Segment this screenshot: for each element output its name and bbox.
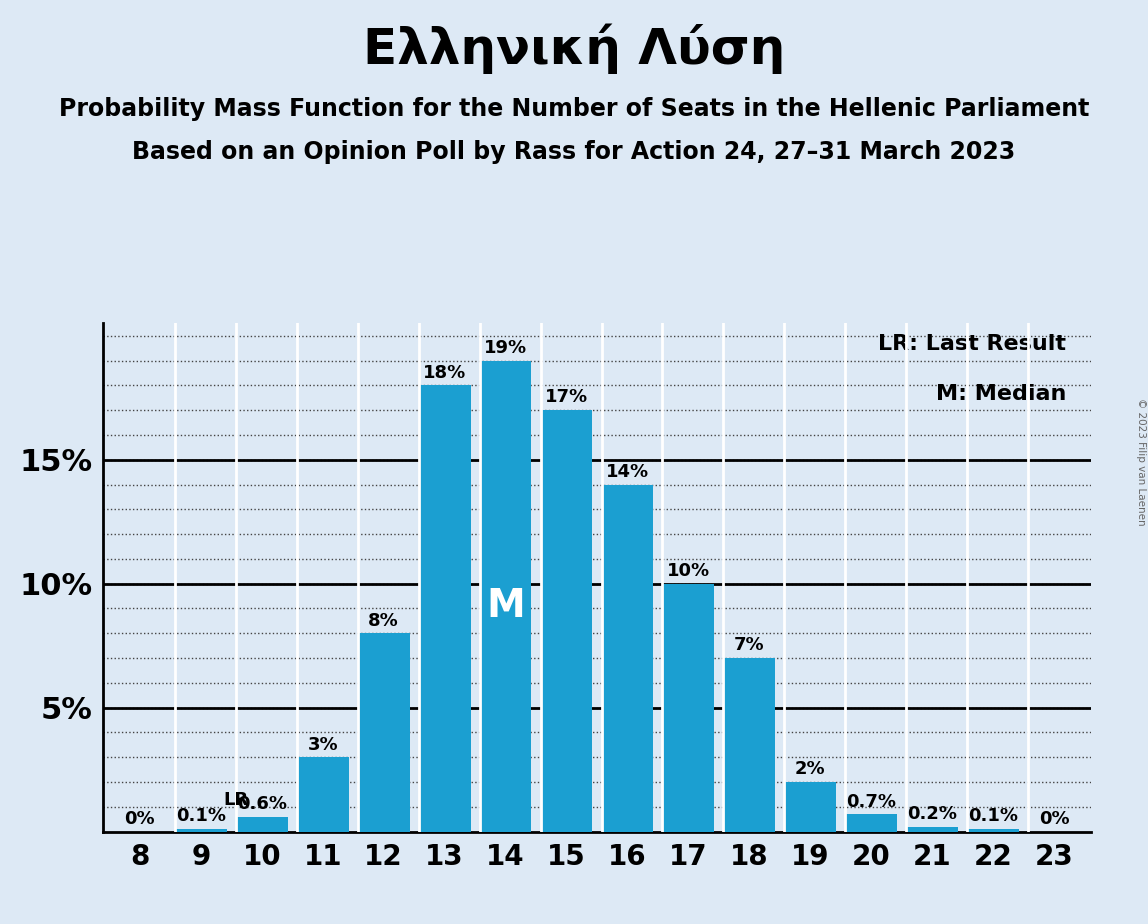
Text: Ελληνική Λύση: Ελληνική Λύση (363, 23, 785, 74)
Bar (906, 827, 959, 832)
Text: 3%: 3% (308, 736, 338, 753)
Bar (174, 829, 226, 832)
Bar (235, 817, 288, 832)
Text: LR: Last Result: LR: Last Result (878, 334, 1065, 354)
Text: Probability Mass Function for the Number of Seats in the Hellenic Parliament: Probability Mass Function for the Number… (59, 97, 1089, 121)
Bar (662, 584, 714, 832)
Bar (358, 633, 410, 832)
Bar (480, 360, 532, 832)
Text: 0.1%: 0.1% (968, 808, 1018, 825)
Bar (967, 829, 1019, 832)
Bar (723, 658, 775, 832)
Text: 18%: 18% (422, 364, 466, 382)
Bar (419, 385, 471, 832)
Text: 0.6%: 0.6% (236, 795, 287, 813)
Text: 0.1%: 0.1% (176, 808, 226, 825)
Bar (297, 758, 349, 832)
Bar (602, 484, 653, 832)
Text: 0.2%: 0.2% (907, 805, 957, 823)
Text: 19%: 19% (484, 339, 527, 357)
Bar (784, 782, 836, 832)
Text: 7%: 7% (734, 637, 765, 654)
Text: 0%: 0% (1039, 809, 1069, 828)
Text: LR: LR (224, 791, 249, 809)
Text: M: Median: M: Median (936, 384, 1065, 405)
Text: 0.7%: 0.7% (846, 793, 897, 810)
Bar (845, 814, 897, 832)
Text: 2%: 2% (794, 760, 825, 778)
Text: 10%: 10% (667, 562, 709, 580)
Text: 17%: 17% (545, 388, 588, 407)
Text: 14%: 14% (606, 463, 649, 480)
Text: © 2023 Filip van Laenen: © 2023 Filip van Laenen (1135, 398, 1146, 526)
Text: 0%: 0% (125, 809, 155, 828)
Text: 8%: 8% (369, 612, 400, 629)
Text: M: M (486, 587, 525, 625)
Text: Based on an Opinion Poll by Rass for Action 24, 27–31 March 2023: Based on an Opinion Poll by Rass for Act… (132, 140, 1016, 164)
Bar (541, 410, 592, 832)
